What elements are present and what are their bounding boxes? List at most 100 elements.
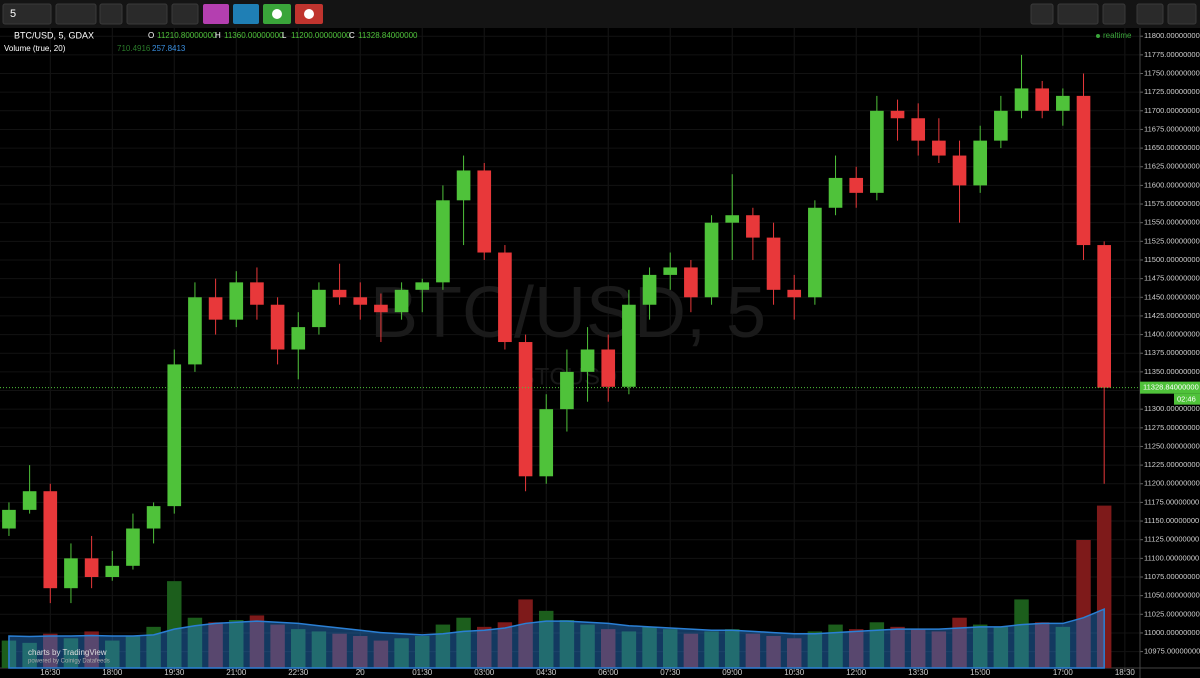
volume-bar [559, 620, 575, 668]
y-tick-label: 11400.00000000 [1144, 330, 1200, 339]
candle-body [518, 342, 533, 477]
last-price-box [1140, 381, 1200, 394]
y-tick-label: 11775.00000000 [1144, 50, 1200, 59]
volume-bar [497, 622, 513, 668]
candle-body [890, 110, 905, 119]
realtime-label: realtime [1103, 31, 1132, 40]
candle-body [332, 289, 347, 298]
volume-bar [332, 633, 347, 668]
candle-body [725, 215, 740, 223]
y-tick-label: 11700.00000000 [1144, 106, 1200, 115]
x-tick-label: 22:30 [288, 668, 309, 677]
volume-bar [125, 636, 141, 668]
volume-bar [394, 638, 409, 668]
buy-icon [272, 9, 282, 19]
y-tick-label: 11275.00000000 [1144, 423, 1200, 432]
x-tick-label: 09:00 [722, 668, 743, 677]
settings-button[interactable] [99, 3, 123, 25]
volume-bar [270, 624, 285, 668]
y-tick-label: 11650.00000000 [1144, 143, 1200, 152]
volume-bar [291, 629, 306, 668]
load-button[interactable] [1136, 3, 1164, 25]
y-tick-label: 11750.00000000 [1144, 68, 1200, 77]
symbol-title: BTC/USD, 5, GDAX [14, 30, 94, 40]
x-tick-label: 01:30 [412, 668, 433, 677]
interval-button[interactable] [2, 3, 52, 25]
chart-style-button[interactable] [55, 3, 97, 25]
volume-bar [993, 626, 1009, 668]
candle-body [1056, 95, 1070, 111]
alert-button[interactable] [233, 4, 259, 24]
compare-button[interactable] [171, 3, 199, 25]
volume-bar [931, 631, 947, 668]
countdown-box [1174, 393, 1200, 405]
candle-body [64, 558, 78, 589]
interval-text: 5 [10, 8, 16, 20]
candle-body [684, 267, 698, 298]
x-tick-label: 18:30 [1115, 668, 1136, 677]
candle-body [622, 304, 636, 387]
cube-button[interactable] [203, 4, 229, 24]
y-tick-label: 11350.00000000 [1144, 367, 1200, 376]
watermark: BTC/USD, 5 [370, 273, 766, 353]
toolbar: 5 [0, 0, 1200, 28]
y-tick-label: 11675.00000000 [1144, 124, 1200, 133]
candle-body [84, 558, 99, 577]
volume-bar [105, 640, 120, 668]
sell-icon [304, 9, 314, 19]
volume-bar [869, 622, 885, 668]
candle-body [973, 140, 988, 186]
branding: charts by TradingView [28, 648, 107, 657]
y-tick-label: 11250.00000000 [1144, 441, 1200, 450]
volume-bar [724, 629, 740, 668]
volume-bar [972, 624, 988, 668]
candle-body [580, 349, 595, 372]
y-tick-label: 10975.00000000 [1144, 647, 1200, 656]
x-tick-label: 17:00 [1053, 668, 1074, 677]
candle-body [208, 297, 223, 320]
save-button[interactable] [1167, 3, 1197, 25]
volume-bar [43, 633, 58, 668]
volume-bar [642, 626, 657, 668]
candle-body [126, 528, 140, 566]
y-tick-label: 11450.00000000 [1144, 292, 1200, 301]
volume-bar [766, 636, 781, 668]
candle-body [353, 297, 368, 305]
x-tick-label: 19:30 [164, 668, 185, 677]
y-tick-label: 11050.00000000 [1144, 591, 1200, 600]
indicators-button[interactable] [126, 3, 168, 25]
y-tick-label: 11025.00000000 [1144, 609, 1200, 618]
screenshot-button[interactable] [1102, 3, 1126, 25]
x-tick-label: 18:00 [102, 668, 123, 677]
candle-body [994, 110, 1008, 141]
ohlc-value: 11200.00000000 [291, 31, 351, 40]
candle-body [849, 177, 864, 193]
volume-bar [621, 631, 637, 668]
volume-bar [353, 636, 368, 668]
volume-bar [435, 624, 451, 668]
x-tick-label: 12:00 [846, 668, 867, 677]
x-tick-label: 07:30 [660, 668, 681, 677]
candle-body [270, 304, 285, 350]
y-tick-label: 11375.00000000 [1144, 348, 1200, 357]
candle-body [229, 282, 244, 320]
candle-body [870, 110, 884, 193]
candle-body [808, 207, 822, 298]
y-tick-label: 11150.00000000 [1144, 516, 1199, 525]
candle-body [436, 200, 450, 283]
volume-bar [662, 629, 678, 668]
x-tick-label: 13:30 [908, 668, 929, 677]
y-tick-label: 11550.00000000 [1144, 218, 1200, 227]
candle-body [911, 118, 926, 141]
undo-redo-button[interactable] [1057, 3, 1099, 25]
candle-body [952, 155, 967, 186]
ohlc-key: H [215, 31, 221, 40]
volume-bar [518, 599, 533, 668]
volume-bar [208, 622, 223, 668]
volume-bar [146, 626, 161, 668]
toolbar-bg [0, 0, 1200, 28]
candle-body [1097, 245, 1112, 388]
fullscreen-button[interactable] [1030, 3, 1054, 25]
